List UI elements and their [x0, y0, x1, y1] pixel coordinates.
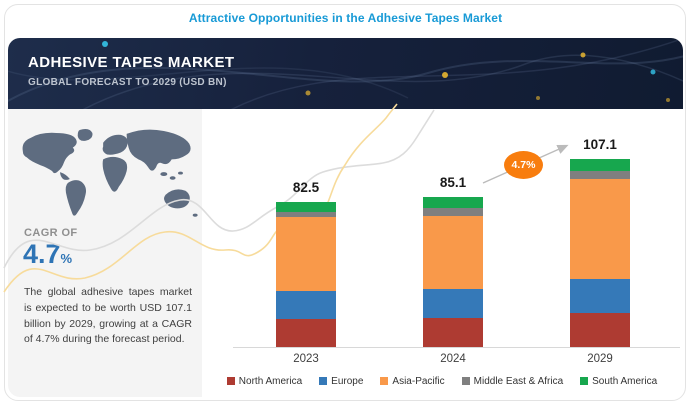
segment-middle-east-africa — [276, 211, 336, 217]
legend-swatch — [580, 377, 589, 385]
segment-north-america — [423, 317, 483, 347]
category-label: 2029 — [587, 353, 613, 365]
legend-swatch — [319, 377, 328, 385]
legend-label: Europe — [331, 375, 364, 387]
total-value-label: 107.1 — [583, 136, 617, 152]
segment-europe — [423, 289, 483, 318]
market-summary-text: The global adhesive tapes market is expe… — [24, 286, 192, 346]
cagr-value: 4.7% — [23, 239, 72, 270]
category-label: 2024 — [440, 353, 466, 365]
banner-network-decoration — [8, 38, 683, 109]
legend-label: Asia-Pacific — [392, 375, 445, 387]
segment-south-america — [423, 197, 483, 208]
legend-label: North America — [238, 375, 303, 387]
cagr-growth-badge: 4.7% — [504, 151, 543, 179]
legend-swatch — [380, 377, 389, 385]
stacked-bar-2023 — [276, 202, 336, 347]
x-axis-line — [233, 347, 680, 348]
segment-asia-pacific — [423, 215, 483, 289]
legend-label: South America — [592, 375, 658, 387]
category-label: 2023 — [293, 353, 319, 365]
banner: ADHESIVE TAPES MARKET GLOBAL FORECAST TO… — [8, 38, 683, 109]
banner-subtitle: GLOBAL FORECAST TO 2029 (USD BN) — [28, 77, 227, 88]
segment-south-america — [570, 158, 630, 172]
segment-south-america — [276, 202, 336, 212]
total-value-label: 82.5 — [292, 180, 320, 196]
cagr-label: CAGR OF — [24, 227, 78, 239]
stacked-bar-2029 — [570, 158, 630, 347]
segment-middle-east-africa — [423, 207, 483, 216]
banner-title: ADHESIVE TAPES MARKET — [28, 54, 235, 71]
segment-middle-east-africa — [570, 171, 630, 179]
legend-item-asia-pacific: Asia-Pacific — [380, 375, 445, 387]
legend-swatch — [461, 377, 470, 385]
page-title: Attractive Opportunities in the Adhesive… — [188, 11, 503, 25]
legend-item-middle-east-africa: Middle East & Africa — [461, 375, 564, 387]
segment-asia-pacific — [276, 216, 336, 291]
chart-legend: North America Europe Asia-Pacific Middle Ea… — [205, 374, 679, 388]
legend-label: Middle East & Africa — [473, 375, 564, 387]
segment-north-america — [570, 312, 630, 347]
total-value-label: 85.1 — [439, 175, 467, 191]
legend-item-europe: Europe — [319, 376, 363, 387]
legend-swatch — [226, 377, 235, 385]
world-map — [17, 121, 203, 233]
cagr-number: 4.7 — [23, 239, 61, 269]
stacked-bar-2024 — [423, 197, 483, 347]
sidebar: CAGR OF 4.7% The global adhesive tapes m… — [8, 109, 202, 397]
segment-asia-pacific — [570, 179, 630, 279]
cagr-percent-sign: % — [60, 251, 73, 266]
legend-item-south-america: South America — [580, 376, 657, 387]
segment-north-america — [276, 318, 336, 347]
segment-europe — [570, 278, 630, 313]
segment-europe — [276, 290, 336, 319]
legend-item-north-america: North America — [226, 375, 303, 387]
